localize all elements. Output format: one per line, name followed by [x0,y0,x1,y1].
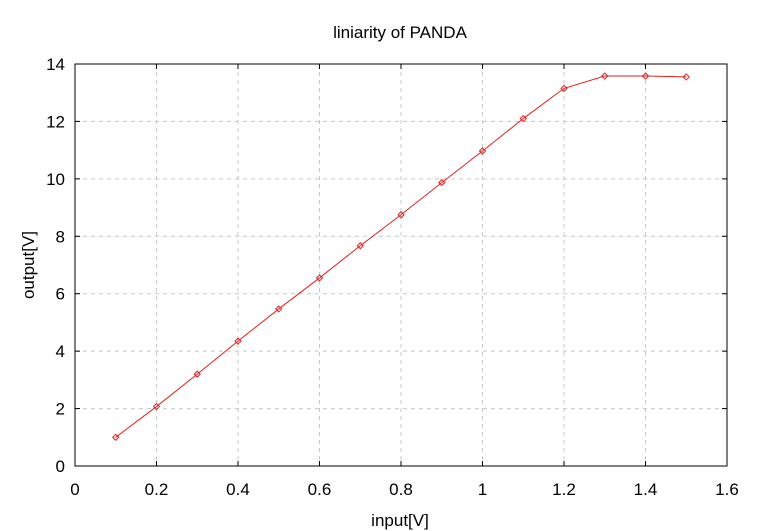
data-point-marker [601,72,609,80]
x-tick-label: 0.4 [226,480,250,499]
data-point-marker [275,305,283,313]
x-tick-label: 1 [478,480,487,499]
y-tick-label: 4 [56,342,65,361]
grid [75,64,727,466]
x-tick-label: 0.6 [308,480,332,499]
data-point-marker [438,178,446,187]
data-point-marker [397,211,405,219]
y-tick-label: 0 [56,457,65,476]
data-point-marker [356,242,364,250]
chart-title: liniarity of PANDA [333,23,467,42]
y-tick-label: 14 [46,55,65,74]
x-tick-label: 0.2 [145,480,169,499]
plot-frame [74,63,728,467]
series-layer [112,72,690,441]
y-tick-label: 6 [56,285,65,304]
x-tick-label: 1.6 [715,480,739,499]
data-point-marker [234,337,242,345]
x-tick-label: 0.8 [389,480,413,499]
x-axis-label: input[V] [371,511,429,530]
data-point-marker [560,84,568,93]
y-axis-label: output[V] [19,231,38,299]
x-tick-label: 1.4 [634,480,658,499]
series-line [115,75,687,438]
y-tick-label: 2 [56,400,65,419]
data-point-marker [152,402,161,411]
x-tick-label: 1.2 [552,480,576,499]
axis-ticks: 0 0.2 0.4 0.6 0.8 1 1.2 1.4 1.6 0 2 4 6 8 10 12 14 [46,55,739,499]
y-tick-label: 12 [46,112,65,131]
data-point-marker [478,147,487,155]
data-point-marker [682,73,690,81]
x-tick-label: 0 [70,480,79,499]
y-tick-label: 8 [56,227,65,246]
data-point-marker [193,370,201,378]
data-point-marker [519,114,527,123]
y-tick-label: 10 [46,170,65,189]
data-point-marker [112,433,120,441]
data-point-marker [641,72,650,80]
data-point-marker [315,274,324,282]
